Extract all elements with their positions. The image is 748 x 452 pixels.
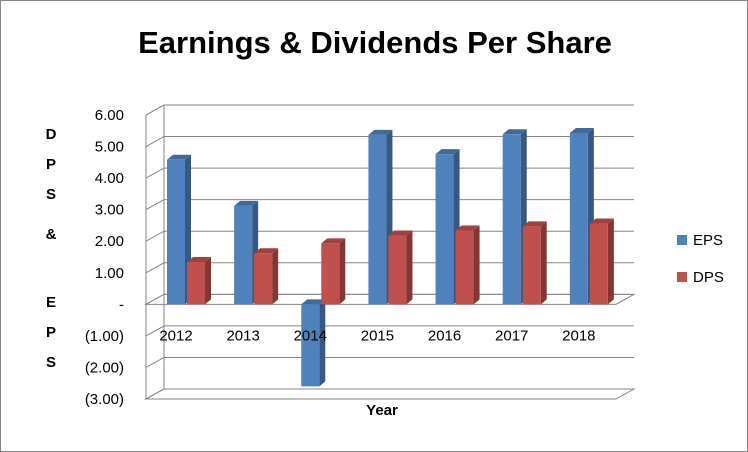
bar-top (301, 299, 326, 305)
legend-swatch-dps (677, 272, 687, 282)
y-title-char: S (46, 354, 56, 371)
bar-top (187, 257, 211, 263)
side-wall (145, 104, 165, 400)
legend-swatch-eps (677, 235, 687, 245)
y-title-char: E (46, 294, 56, 311)
y-tick-label: 6.00 (95, 107, 124, 124)
bar-side (319, 299, 326, 387)
bar-top (368, 129, 393, 135)
bar-top (589, 218, 614, 224)
bar-front (187, 262, 205, 305)
bar-front (388, 235, 407, 305)
bar-front (321, 243, 340, 305)
bar-top (435, 149, 460, 155)
bar-top (388, 230, 413, 236)
y-title-char: D (46, 126, 57, 143)
bar-front (368, 134, 387, 305)
y-tick-label: - (119, 296, 124, 313)
bar-dps (254, 248, 279, 305)
bar-front (254, 253, 273, 305)
bar-dps (321, 238, 346, 305)
bar-dps (455, 225, 480, 305)
bar-front (435, 154, 454, 305)
legend-label-dps: DPS (693, 269, 724, 286)
bar-front (167, 159, 185, 305)
bar-front (455, 230, 474, 305)
bar-eps (301, 299, 326, 387)
bar-eps (167, 154, 191, 305)
gridline (145, 356, 634, 368)
bar-dps (589, 218, 614, 305)
gridline (145, 199, 634, 211)
bar-front (589, 223, 608, 305)
bar-top (167, 154, 191, 160)
bar-side (540, 221, 547, 305)
bar-dps (522, 221, 547, 305)
y-tick-label: 4.00 (95, 170, 124, 187)
y-tick-label: 5.00 (95, 139, 124, 156)
y-title-char: P (46, 156, 56, 173)
y-title-char: P (46, 324, 56, 341)
x-tick-label: 2013 (226, 327, 259, 344)
x-tick-label: 2012 (159, 327, 192, 344)
gridline (145, 325, 634, 337)
bar-side (607, 218, 614, 305)
x-tick-label: 2014 (294, 327, 327, 344)
gridline (145, 388, 634, 400)
bar-front (569, 132, 588, 305)
bar-side (205, 257, 211, 305)
bar-side (406, 230, 413, 305)
bar-side (339, 238, 346, 305)
y-tick-label: 1.00 (95, 265, 124, 282)
bar-side (473, 225, 480, 305)
bar-dps (388, 230, 413, 305)
legend: EPS DPS (677, 232, 724, 286)
bar-top (455, 225, 480, 231)
x-tick-label: 2017 (495, 327, 528, 344)
bar-top (522, 221, 547, 227)
gridline (145, 167, 634, 179)
bar-front (522, 226, 541, 305)
bar-top (569, 127, 594, 133)
x-tick-labels: 2012 2013 2014 2015 2016 2017 2018 (159, 327, 595, 344)
bar-top (234, 200, 259, 206)
x-tick-label: 2016 (428, 327, 461, 344)
chart-title: Earnings & Dividends Per Share (138, 25, 612, 60)
bar-side (272, 248, 279, 305)
bar-top (321, 238, 346, 244)
legend-label-eps: EPS (693, 232, 723, 249)
y-tick-label: 2.00 (95, 233, 124, 250)
y-tick-labels: 6.00 5.00 4.00 3.00 2.00 1.00 - (1.00) (2.00) (3.… (85, 107, 124, 408)
gridline (145, 104, 634, 116)
y-tick-label: 3.00 (95, 202, 124, 219)
gridline (145, 136, 634, 147)
bar-dps (187, 257, 211, 305)
bar-front (234, 205, 253, 305)
x-axis-title: Year (366, 402, 398, 419)
bar-top (254, 248, 279, 254)
y-tick-label: (1.00) (85, 328, 124, 345)
bar-eps (234, 200, 259, 305)
bottom-floor (144, 388, 636, 400)
y-tick-label: (2.00) (85, 359, 124, 376)
x-tick-label: 2015 (361, 327, 394, 344)
bar-front (502, 134, 521, 305)
bars (167, 127, 614, 387)
x-tick-label: 2018 (562, 327, 595, 344)
y-tick-label: (3.00) (85, 391, 124, 408)
y-title-char: S (46, 186, 56, 203)
bar-front (301, 304, 320, 387)
y-title-char: & (46, 226, 57, 243)
bar-top (502, 129, 527, 135)
y-axis-title: DPS&EPS (46, 126, 57, 371)
